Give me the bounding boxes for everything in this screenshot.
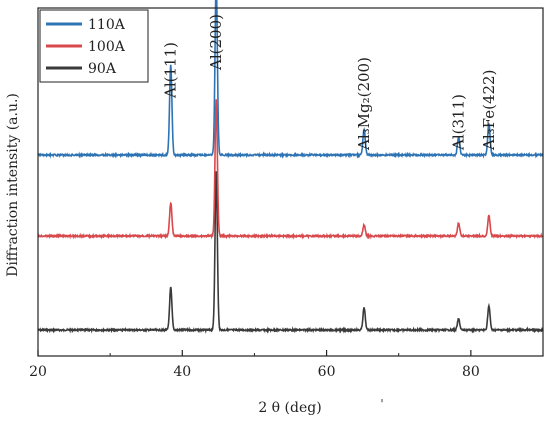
peak-label: Al(200)	[207, 14, 225, 71]
peak-label: Al(311)	[450, 94, 468, 151]
annotation-layer: Al(111) Al(200) Al₃Mg₂(200) Al(311) Al₃Fe(42…	[162, 14, 498, 151]
legend-label: 100A	[88, 39, 126, 55]
x-tick-label: 60	[318, 364, 336, 380]
stray-mark: '	[380, 397, 383, 411]
x-tick-layer: 20 40 60 80	[29, 350, 480, 380]
x-axis-label: 2 θ (deg)	[258, 400, 321, 416]
legend: 110A 100A 90A	[39, 9, 149, 83]
peak-label: Al₃Fe(422)	[480, 70, 498, 151]
series-line-100A	[37, 99, 544, 240]
x-tick-label: 20	[29, 364, 47, 380]
peak-label: Al(111)	[162, 42, 180, 99]
legend-label: 90A	[88, 61, 117, 77]
legend-label: 110A	[88, 17, 126, 33]
series-line-90A	[37, 171, 544, 334]
peak-label: Al₃Mg₂(200)	[355, 57, 373, 151]
plot-frame	[37, 7, 544, 357]
y-axis-label: Diffraction intensity (a.u.)	[5, 93, 21, 277]
series-line-110A	[37, 0, 544, 159]
x-tick-label: 80	[462, 364, 480, 380]
x-tick-label: 40	[173, 364, 191, 380]
series-layer	[37, 0, 544, 334]
